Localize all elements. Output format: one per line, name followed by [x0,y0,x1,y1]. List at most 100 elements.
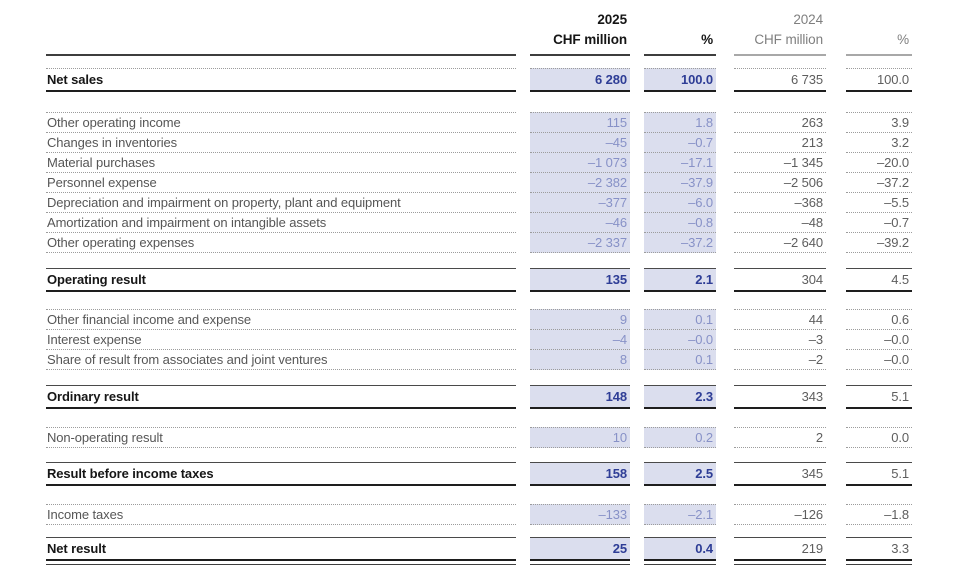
spacer-row [46,525,914,537]
value-2025-chf: –2 382 [530,173,630,193]
value-2024-pct: –1.8 [846,504,912,525]
value-2025-pct: 0.4 [644,537,716,561]
table-row: Material purchases –1 073 –17.1 –1 345 –20.0 [46,153,914,173]
header-pct-current: % [701,32,713,47]
row-label: Result before income taxes [46,462,516,486]
row-label: Ordinary result [46,385,516,409]
row-label: Amortization and impairment on intangibl… [46,213,516,233]
value-2025-pct: –37.2 [644,233,716,253]
value-2025-chf: –377 [530,193,630,213]
table-row: Amortization and impairment on intangibl… [46,213,914,233]
table-row: Personnel expense –2 382 –37.9 –2 506 –37.2 [46,173,914,193]
table-row: Income taxes –133 –2.1 –126 –1.8 [46,504,914,525]
value-2024-chf: 2 [734,427,826,448]
value-2025-pct: –0.8 [644,213,716,233]
value-2024-chf: –1 345 [734,153,826,173]
value-2024-chf: 44 [734,309,826,330]
value-2025-chf: 9 [530,309,630,330]
value-2024-chf: 343 [734,385,826,409]
value-2025-pct: 0.1 [644,350,716,370]
value-2024-pct: 5.1 [846,385,912,409]
row-label: Non-operating result [46,427,516,448]
table-row: Other operating income 115 1.8 263 3.9 [46,112,914,133]
value-2024-chf: 263 [734,112,826,133]
value-2024-pct: 0.0 [846,427,912,448]
header-2025-pct-column: % [644,10,716,56]
row-label: Depreciation and impairment on property,… [46,193,516,213]
value-2025-chf: 115 [530,112,630,133]
spacer-row [46,409,914,427]
row-label: Personnel expense [46,173,516,193]
spacer-row [46,253,914,268]
underline-segment [644,564,716,566]
table-row: Result before income taxes 158 2.5 345 5.1 [46,462,914,486]
header-unit-current: CHF million [553,32,627,47]
value-2024-chf: –126 [734,504,826,525]
underline-segment [530,564,630,566]
value-2025-pct: –2.1 [644,504,716,525]
table-row: Net sales 6 280 100.0 6 735 100.0 [46,68,914,92]
value-2024-pct: –0.7 [846,213,912,233]
spacer-row [46,292,914,309]
header-pct-prior: % [897,32,909,47]
value-2024-pct: –5.5 [846,193,912,213]
table-row: Ordinary result 148 2.3 343 5.1 [46,385,914,409]
value-2025-chf: 25 [530,537,630,561]
value-2024-pct: 0.6 [846,309,912,330]
spacer-row [46,486,914,504]
value-2024-pct: –0.0 [846,330,912,350]
value-2025-chf: –46 [530,213,630,233]
table-row: Non-operating result 10 0.2 2 0.0 [46,427,914,448]
table-row: Other operating expenses –2 337 –37.2 –2 64… [46,233,914,253]
value-2025-chf: 8 [530,350,630,370]
table-row: Depreciation and impairment on property,… [46,193,914,213]
table-row: Net result 25 0.4 219 3.3 [46,537,914,561]
table-row: Share of result from associates and join… [46,350,914,370]
value-2025-pct: –0.0 [644,330,716,350]
header-2025-chf-column: 2025 CHF million [530,10,630,56]
value-2024-chf: 6 735 [734,68,826,92]
row-label: Net result [46,537,516,561]
value-2025-chf: –1 073 [530,153,630,173]
value-2025-pct: 2.3 [644,385,716,409]
value-2024-chf: –2 640 [734,233,826,253]
row-label: Other financial income and expense [46,309,516,330]
spacer-row [46,56,914,68]
spacer-row [46,448,914,462]
value-2025-pct: 0.2 [644,427,716,448]
net-result-double-underline [46,564,914,566]
value-2024-pct: –20.0 [846,153,912,173]
value-2024-pct: 4.5 [846,268,912,292]
table-body: Net sales 6 280 100.0 6 735 100.0 Other opera… [46,68,914,566]
row-label: Changes in inventories [46,133,516,153]
value-2024-pct: 3.2 [846,133,912,153]
value-2024-pct: 100.0 [846,68,912,92]
header-year-current: 2025 [597,12,627,27]
table-row: Changes in inventories –45 –0.7 213 3.2 [46,133,914,153]
value-2025-pct: –6.0 [644,193,716,213]
header-label-column [46,10,516,56]
row-label: Income taxes [46,504,516,525]
row-label: Material purchases [46,153,516,173]
row-label: Share of result from associates and join… [46,350,516,370]
value-2024-pct: –0.0 [846,350,912,370]
value-2025-chf: –45 [530,133,630,153]
row-label: Net sales [46,68,516,92]
value-2024-chf: 213 [734,133,826,153]
value-2024-chf: –2 506 [734,173,826,193]
header-year-prior: 2024 [793,12,823,27]
value-2025-chf: 148 [530,385,630,409]
underline-segment [46,564,516,566]
value-2024-chf: –48 [734,213,826,233]
income-statement-page: 2025 CHF million % 2024 CHF million % Ne… [0,10,962,580]
value-2024-chf: 219 [734,537,826,561]
value-2024-chf: –2 [734,350,826,370]
table-row: Other financial income and expense 9 0.1 44… [46,309,914,330]
value-2024-pct: –39.2 [846,233,912,253]
value-2025-chf: 135 [530,268,630,292]
underline-segment [734,564,826,566]
value-2024-chf: –368 [734,193,826,213]
row-label: Other operating expenses [46,233,516,253]
value-2025-pct: 100.0 [644,68,716,92]
row-label: Operating result [46,268,516,292]
